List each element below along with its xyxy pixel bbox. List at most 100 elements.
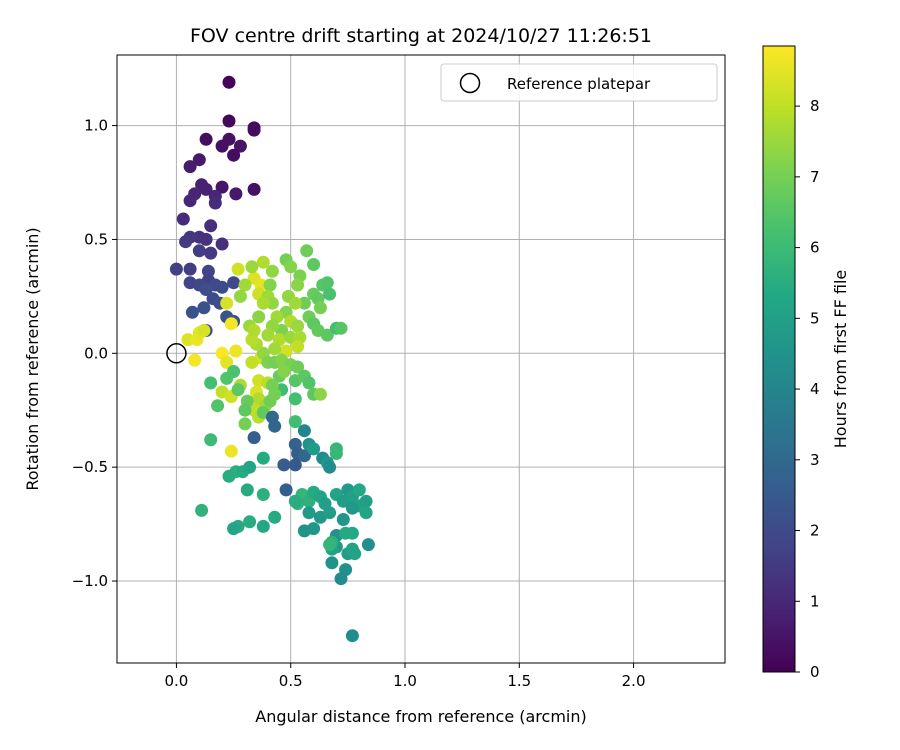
colorbar-tick-label: 4 bbox=[810, 380, 820, 398]
data-point bbox=[307, 442, 321, 456]
data-point bbox=[240, 483, 254, 497]
data-point bbox=[245, 355, 259, 369]
data-point bbox=[252, 310, 266, 324]
data-points bbox=[169, 75, 375, 643]
colorbar-tick-label: 7 bbox=[810, 168, 820, 186]
data-point bbox=[222, 75, 236, 89]
data-point bbox=[359, 494, 373, 508]
data-point bbox=[325, 556, 339, 570]
data-point bbox=[243, 515, 257, 529]
colorbar-tick-label: 5 bbox=[810, 309, 820, 327]
data-point bbox=[208, 196, 222, 210]
data-point bbox=[243, 460, 257, 474]
data-point bbox=[199, 182, 213, 196]
data-point bbox=[323, 538, 337, 552]
data-point bbox=[291, 278, 305, 292]
data-point bbox=[220, 371, 234, 385]
colorbar-tick-label: 2 bbox=[810, 522, 820, 540]
data-point bbox=[263, 278, 277, 292]
data-point bbox=[297, 296, 311, 310]
colorbar-tick-label: 8 bbox=[810, 97, 820, 115]
data-point bbox=[300, 244, 314, 258]
data-point bbox=[345, 501, 359, 515]
legend-marker-reference bbox=[459, 72, 481, 94]
colorbar-tick-label: 1 bbox=[810, 592, 820, 610]
data-point bbox=[231, 262, 245, 276]
data-point bbox=[348, 547, 362, 561]
x-tick-label: 1.5 bbox=[507, 672, 531, 690]
y-tick-label: −1.0 bbox=[72, 572, 108, 590]
data-point bbox=[307, 258, 321, 271]
data-point bbox=[265, 296, 279, 310]
data-point bbox=[359, 506, 373, 520]
y-tick-label: 0.0 bbox=[84, 344, 108, 362]
data-point bbox=[215, 280, 229, 294]
data-point bbox=[320, 276, 334, 290]
data-point bbox=[320, 328, 334, 342]
data-point bbox=[188, 353, 202, 367]
data-point bbox=[268, 387, 282, 401]
data-point bbox=[192, 244, 206, 258]
data-point bbox=[192, 153, 206, 167]
data-point bbox=[288, 392, 302, 406]
data-point bbox=[245, 260, 259, 274]
data-point bbox=[211, 399, 225, 413]
colorbar-label: Hours from first FF file bbox=[831, 270, 850, 449]
data-point bbox=[247, 431, 261, 445]
data-point bbox=[231, 383, 245, 397]
data-point bbox=[256, 255, 270, 269]
x-tick-label: 2.0 bbox=[622, 672, 646, 690]
data-point bbox=[291, 360, 305, 374]
data-point bbox=[291, 319, 305, 333]
data-point bbox=[229, 344, 243, 358]
colorbar bbox=[762, 45, 796, 673]
data-point bbox=[268, 510, 282, 524]
x-axis-label: Angular distance from reference (arcmin) bbox=[255, 707, 586, 726]
data-point bbox=[334, 321, 348, 335]
data-point bbox=[204, 246, 218, 260]
x-tick-label: 0.0 bbox=[164, 672, 188, 690]
data-point bbox=[197, 301, 211, 315]
data-point bbox=[268, 342, 282, 356]
data-point bbox=[329, 447, 343, 460]
data-point bbox=[277, 365, 291, 378]
data-point bbox=[288, 458, 302, 472]
data-point bbox=[222, 469, 236, 483]
colorbar-ticks: 0 1 2 3 4 5 6 7 8 bbox=[795, 97, 820, 681]
data-point bbox=[313, 387, 327, 401]
data-point bbox=[339, 526, 353, 540]
data-point bbox=[199, 283, 213, 296]
data-point bbox=[220, 355, 234, 369]
data-point bbox=[169, 262, 183, 276]
colorbar-tick-label: 6 bbox=[810, 239, 820, 257]
data-point bbox=[227, 276, 241, 290]
data-point bbox=[199, 232, 213, 246]
data-point bbox=[199, 132, 213, 146]
data-point bbox=[229, 187, 243, 201]
data-point bbox=[268, 419, 282, 433]
data-point bbox=[183, 262, 197, 276]
data-point bbox=[220, 296, 234, 310]
data-point bbox=[261, 328, 275, 342]
data-point bbox=[215, 180, 229, 194]
data-point bbox=[247, 123, 261, 137]
data-point bbox=[179, 235, 193, 249]
data-point bbox=[256, 296, 270, 310]
data-point bbox=[215, 139, 229, 153]
x-axis-ticks: 0.0 0.5 1.0 1.5 2.0 bbox=[164, 663, 646, 690]
data-point bbox=[277, 458, 291, 472]
x-tick-label: 1.0 bbox=[393, 672, 417, 690]
data-point bbox=[297, 424, 311, 438]
plot-frame bbox=[116, 54, 726, 664]
y-tick-label: 1.0 bbox=[84, 117, 108, 135]
data-point bbox=[247, 324, 261, 337]
data-point bbox=[224, 317, 238, 331]
data-point bbox=[238, 278, 252, 292]
data-point bbox=[256, 488, 270, 501]
x-tick-label: 0.5 bbox=[279, 672, 303, 690]
data-point bbox=[279, 483, 293, 497]
data-point bbox=[284, 330, 298, 344]
data-point bbox=[334, 572, 348, 586]
data-point bbox=[204, 376, 218, 390]
data-point bbox=[238, 417, 252, 431]
